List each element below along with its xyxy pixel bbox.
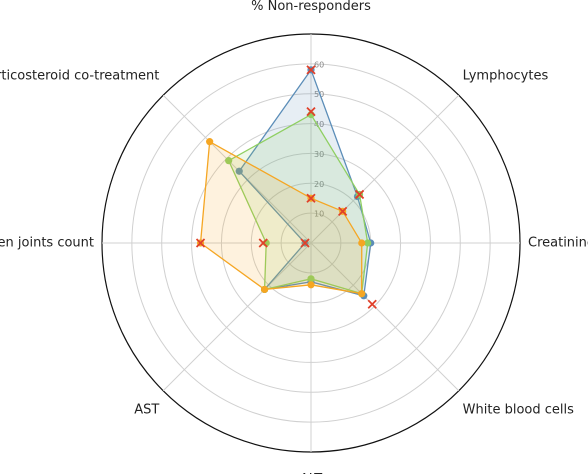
x-marker — [367, 299, 377, 309]
x-marker — [306, 193, 316, 203]
spoke — [310, 242, 460, 392]
series-point — [364, 239, 372, 247]
spoke — [162, 242, 312, 392]
category-label: Lymphocytes — [463, 68, 549, 83]
x-marker — [354, 189, 365, 200]
tick-label: 60 — [314, 60, 324, 69]
tick-label: 50 — [314, 90, 324, 99]
tick-label: 40 — [314, 120, 324, 129]
series-point — [260, 285, 269, 294]
category-label: % Non-responders — [251, 0, 371, 14]
spoke — [310, 94, 460, 244]
series-point — [206, 138, 214, 146]
tick-label: 30 — [314, 150, 324, 159]
x-marker — [300, 238, 310, 248]
series-point — [307, 275, 315, 283]
tick-label: 10 — [314, 210, 324, 219]
series-point — [358, 239, 366, 247]
tick-label: 20 — [314, 180, 324, 189]
x-marker — [258, 238, 268, 248]
category-label: Swollen joints count — [0, 236, 94, 251]
x-marker — [195, 238, 206, 248]
series-point — [307, 281, 315, 289]
x-marker — [338, 206, 348, 216]
category-label: White blood cells — [463, 403, 574, 418]
category-label: ALT — [300, 472, 322, 474]
category-label: Corticosteroid co-treatment — [0, 68, 159, 83]
x-marker — [306, 106, 316, 117]
series-point — [225, 157, 233, 165]
category-label: AST — [134, 403, 159, 418]
series-point — [235, 167, 243, 175]
series-point — [358, 290, 366, 298]
category-label: Creatininemia — [528, 236, 588, 251]
x-marker — [306, 65, 316, 75]
